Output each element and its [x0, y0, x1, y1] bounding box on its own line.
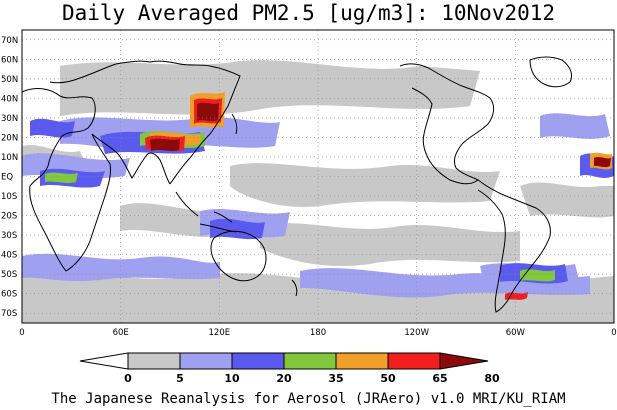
lat-label: 10N [1, 153, 18, 163]
lat-label: 50S [1, 270, 17, 280]
lat-label: EQ [1, 173, 13, 183]
lat-label: 60S [1, 290, 17, 300]
map-title: Daily Averaged PM2.5 [ug/m3]: 10Nov2012 [61, 1, 556, 25]
latitude-labels: 70N 60N 50N 40N 30N 20N 10N EQ 10S 20S 30S 40S 50S 60… [1, 36, 18, 319]
lon-label: 120W [404, 328, 429, 338]
lat-label: 40N [1, 94, 18, 104]
lon-label: 120E [209, 328, 231, 338]
lat-label: 10S [1, 192, 17, 202]
lat-label: 20S [1, 212, 17, 222]
coastlines [22, 56, 573, 313]
colorbar-segment-0 [79, 352, 129, 370]
colorbar-segment-1 [127, 352, 181, 370]
map-frame [21, 29, 615, 324]
lon-label: 60W [506, 328, 526, 338]
lon-label: 180 [310, 328, 326, 338]
lat-label: 30N [1, 114, 18, 124]
pm25-level-80 [150, 102, 611, 168]
lat-label: 30S [1, 231, 17, 241]
colorbar-label: 0 [124, 372, 132, 385]
lon-label: 0 [19, 328, 24, 338]
colorbar-label: 20 [276, 372, 292, 385]
lat-label: 20N [1, 133, 18, 143]
lat-label: 50N [1, 75, 18, 85]
colorbar: 0 5 10 20 35 50 65 80 [79, 352, 500, 385]
longitude-labels: 0 60E 120E 180 120W 60W 0 [19, 328, 616, 338]
lon-label: 60E [113, 328, 129, 338]
lat-label: 60N [1, 55, 18, 65]
colorbar-label: 35 [328, 372, 343, 385]
colorbar-label: 65 [432, 372, 447, 385]
lat-label: 70N [1, 36, 18, 46]
pm25-map: 70N 60N 50N 40N 30N 20N 10N EQ 10S 20S 30S 40S 50S 60… [1, 29, 617, 385]
colorbar-label: 5 [176, 372, 184, 385]
colorbar-label: 80 [484, 372, 500, 385]
lat-label: 40S [1, 251, 17, 261]
colorbar-label: 10 [224, 372, 240, 385]
colorbar-segment-7 [439, 352, 489, 370]
colorbar-segment-4 [283, 352, 337, 370]
lat-label: 70S [1, 309, 17, 319]
colorbar-segment-6 [387, 352, 441, 370]
colorbar-segment-5 [335, 352, 389, 370]
colorbar-label: 50 [380, 372, 396, 385]
caption: The Japanese Reanalysis for Aerosol (JRA… [51, 391, 566, 407]
colorbar-segment-3 [231, 352, 285, 370]
graticule [22, 30, 614, 323]
lon-label: 0 [611, 328, 616, 338]
colorbar-segment-2 [179, 352, 233, 370]
